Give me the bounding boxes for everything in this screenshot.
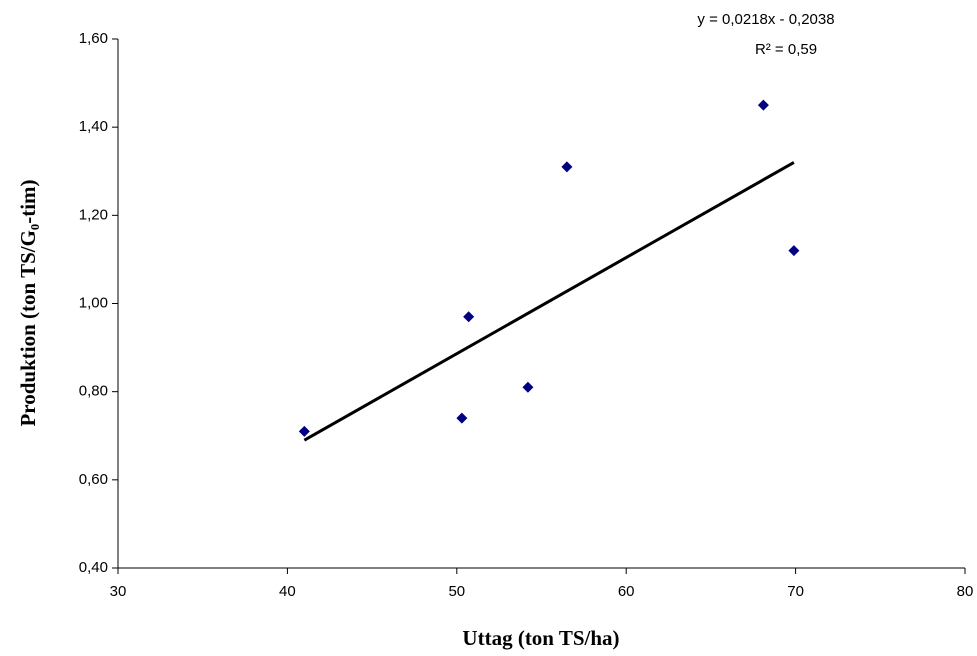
y-tick-label: 0,80 [79,383,108,400]
x-axis-title: Uttag (ton TS/ha) [462,626,619,650]
data-point [456,412,468,424]
y-tick-label: 1,20 [79,206,108,223]
data-point [757,99,769,111]
x-tick-label: 70 [787,583,804,600]
x-tick-label: 60 [618,583,635,600]
y-tick-label: 0,60 [79,471,108,488]
y-tick-label: 1,00 [79,294,108,311]
equation-label: y = 0,0218x - 0,2038 [697,11,834,28]
x-tick-label: 40 [279,583,296,600]
y-tick-label: 1,40 [79,118,108,135]
r-squared-label: R² = 0,59 [755,41,817,58]
x-tick-label: 30 [110,583,127,600]
data-point [522,381,534,393]
data-point [561,161,573,173]
data-point [463,311,475,323]
data-point [298,425,310,437]
trendline [303,161,795,442]
y-tick-label: 0,40 [79,559,108,576]
data-point [788,245,800,257]
x-tick-label: 80 [957,583,974,600]
x-tick-label: 50 [448,583,465,600]
y-tick-label: 1,60 [79,30,108,47]
y-axis-title: Produktion (ton TS/G₀-tim) [16,179,40,426]
